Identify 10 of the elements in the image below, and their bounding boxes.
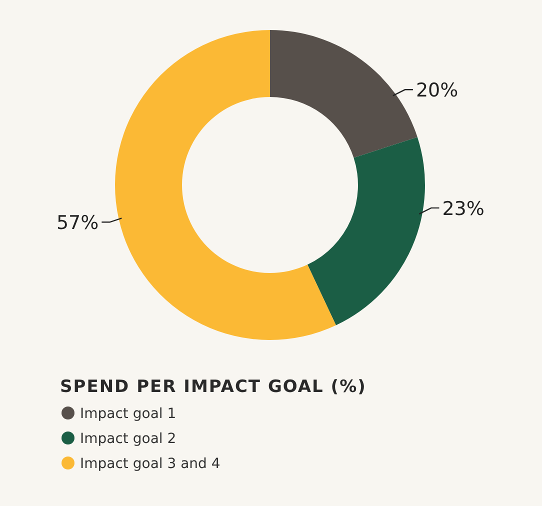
legend-label: Impact goal 1	[80, 406, 176, 422]
donut-slice	[307, 137, 425, 326]
legend-label: Impact goal 2	[80, 431, 176, 447]
legend-label: Impact goal 3 and 4	[80, 456, 220, 472]
donut-slice	[270, 30, 418, 158]
data-label: 20%	[416, 80, 458, 102]
data-label: 23%	[442, 198, 484, 220]
donut-slice	[115, 30, 336, 340]
data-label: 57%	[56, 212, 99, 234]
legend-title: SPEND PER IMPACT GOAL (%)	[60, 377, 366, 397]
